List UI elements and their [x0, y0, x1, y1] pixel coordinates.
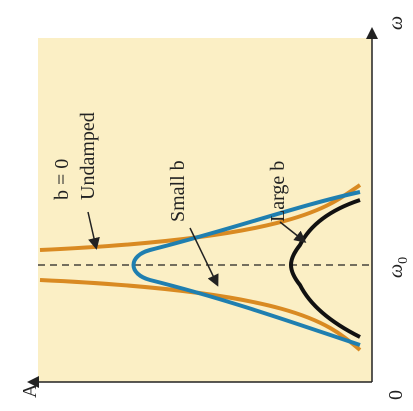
resonance-symbol: ω: [385, 264, 407, 278]
axis-label: ω: [385, 16, 407, 30]
curve-label: Undamped: [77, 112, 99, 200]
axis-label: A: [19, 383, 41, 398]
pointer-arrow: [87, 211, 100, 250]
small-damping-curve: [131, 190, 361, 347]
pointer-arrow: [279, 221, 307, 243]
axis-label: 0: [385, 390, 407, 400]
resonance-subscript: 0: [396, 257, 411, 264]
curve-label: Small b: [167, 160, 189, 222]
curve-label: b = 0: [51, 159, 73, 200]
axis-label: ω0: [385, 257, 411, 278]
pointer-arrow: [189, 227, 219, 287]
curve-label: Large b: [267, 161, 289, 222]
large-damping-curve: [289, 198, 361, 339]
